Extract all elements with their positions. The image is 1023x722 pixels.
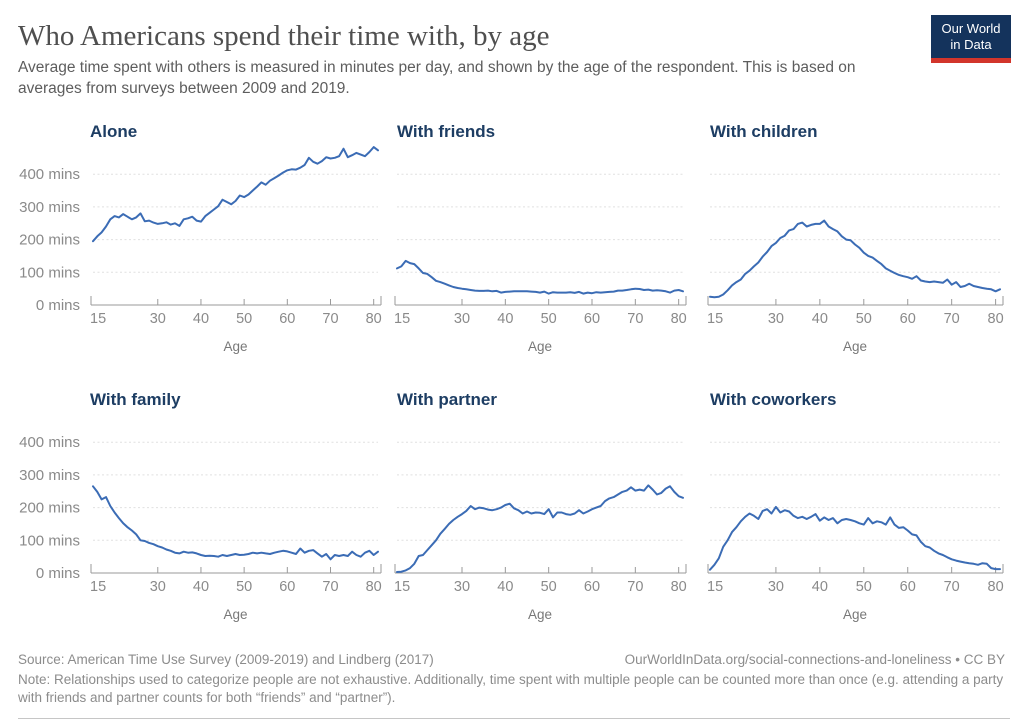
owid-link[interactable]: OurWorldInData.org/social-connections-an… [624, 652, 1005, 667]
chart-panel-with-partner: 15 30 40 50 60 70 80 Age With partner [388, 378, 698, 628]
x-tick-label: 40 [497, 579, 513, 595]
chart-panel-with-friends: 15 30 40 50 60 70 80 Age With friends [388, 110, 698, 360]
y-tick-label: 100 mins [19, 532, 80, 549]
x-tick-label: 70 [944, 579, 960, 595]
x-tick-label: 15 [394, 579, 410, 595]
x-tick-label: 30 [150, 311, 166, 327]
x-tick-label: 50 [856, 311, 872, 327]
owid-logo-line2: in Data [950, 36, 992, 52]
chart-title: With coworkers [710, 390, 836, 409]
x-tick-label: 60 [279, 579, 295, 595]
x-tick-label: 50 [236, 311, 252, 327]
data-line [92, 146, 379, 243]
chart-title: With partner [397, 390, 497, 409]
chart-svg: 15 30 40 50 60 70 80 Age With coworkers [707, 390, 1004, 622]
x-tick-label: 40 [193, 311, 209, 327]
y-tick-label: 100 mins [19, 264, 80, 281]
chart-panel-with-coworkers: 15 30 40 50 60 70 80 Age With coworkers [698, 378, 1023, 628]
x-tick-label: 40 [812, 579, 828, 595]
page-subtitle: Average time spent with others is measur… [18, 59, 856, 97]
source-text: Source: American Time Use Survey (2009-2… [18, 652, 434, 667]
x-tick-label: 70 [627, 579, 643, 595]
y-tick-label: 0 mins [36, 565, 80, 582]
x-tick-label: 40 [812, 311, 828, 327]
x-tick-label: 30 [768, 579, 784, 595]
chart-title: With friends [397, 122, 495, 141]
small-multiples-grid: 0 mins 100 mins 200 mins 300 mins 400 mins 15… [0, 110, 1023, 628]
chart-panel-with-children: 15 30 40 50 60 70 80 Age With children [698, 110, 1023, 360]
x-tick-label: 80 [988, 311, 1004, 327]
chart-panel-with-family: 0 mins 100 mins 200 mins 300 mins 400 mins 15… [0, 378, 388, 628]
x-tick-label: 50 [236, 579, 252, 595]
owid-logo: Our World in Data [931, 15, 1011, 63]
x-tick-label: 30 [150, 579, 166, 595]
x-tick-label: 70 [627, 311, 643, 327]
x-tick-label: 50 [541, 311, 557, 327]
y-tick-label: 400 mins [19, 434, 80, 451]
x-tick-label: 80 [671, 579, 687, 595]
y-tick-label: 300 mins [19, 199, 80, 216]
x-tick-label: 80 [366, 311, 382, 327]
owid-logo-line1: Our World [941, 20, 1001, 36]
x-tick-label: 30 [768, 311, 784, 327]
x-tick-label: 40 [193, 579, 209, 595]
x-tick-label: 50 [856, 579, 872, 595]
bottom-divider [18, 718, 1010, 719]
x-tick-label: 80 [988, 579, 1004, 595]
chart-panel-alone: 0 mins 100 mins 200 mins 300 mins 400 mins 15… [0, 110, 388, 360]
chart-svg: 15 30 40 50 60 70 80 Age With friends [394, 122, 687, 354]
x-axis-title: Age [843, 607, 867, 622]
x-tick-label: 15 [394, 311, 410, 327]
footer: Source: American Time Use Survey (2009-2… [18, 651, 1005, 708]
page-title: Who Americans spend their time with, by … [18, 20, 550, 52]
x-tick-label: 70 [322, 579, 338, 595]
chart-svg: 15 30 40 50 60 70 80 Age With children [707, 122, 1004, 354]
chart-title: Alone [90, 122, 137, 141]
x-tick-label: 15 [90, 579, 106, 595]
x-tick-label: 30 [454, 311, 470, 327]
x-tick-label: 60 [279, 311, 295, 327]
data-line [92, 485, 379, 561]
chart-svg: 0 mins 100 mins 200 mins 300 mins 400 mins 15… [19, 390, 382, 622]
x-tick-label: 60 [900, 579, 916, 595]
x-tick-label: 15 [707, 311, 723, 327]
x-tick-label: 70 [944, 311, 960, 327]
data-line [709, 219, 1001, 299]
y-tick-label: 0 mins [36, 297, 80, 314]
x-axis-title: Age [843, 339, 867, 354]
x-axis-title: Age [528, 607, 552, 622]
x-tick-label: 60 [584, 311, 600, 327]
y-tick-label: 400 mins [19, 166, 80, 183]
x-tick-label: 50 [541, 579, 557, 595]
x-axis-title: Age [528, 339, 552, 354]
x-tick-label: 30 [454, 579, 470, 595]
x-tick-label: 60 [900, 311, 916, 327]
x-tick-label: 40 [497, 311, 513, 327]
chart-svg: 0 mins 100 mins 200 mins 300 mins 400 mins 15… [19, 122, 382, 354]
x-tick-label: 70 [322, 311, 338, 327]
x-tick-label: 80 [366, 579, 382, 595]
y-tick-label: 200 mins [19, 232, 80, 249]
data-line [709, 505, 1001, 571]
data-line [396, 484, 684, 573]
x-tick-label: 15 [707, 579, 723, 595]
x-axis-title: Age [223, 607, 247, 622]
note-text: Note: Relationships used to categorize p… [18, 671, 1004, 706]
x-tick-label: 60 [584, 579, 600, 595]
y-tick-label: 200 mins [19, 500, 80, 517]
chart-title: With children [710, 122, 818, 141]
y-tick-label: 300 mins [19, 467, 80, 484]
x-tick-label: 80 [671, 311, 687, 327]
x-tick-label: 15 [90, 311, 106, 327]
chart-svg: 15 30 40 50 60 70 80 Age With partner [394, 390, 687, 622]
x-axis-title: Age [223, 339, 247, 354]
data-line [396, 259, 684, 295]
chart-title: With family [90, 390, 181, 409]
